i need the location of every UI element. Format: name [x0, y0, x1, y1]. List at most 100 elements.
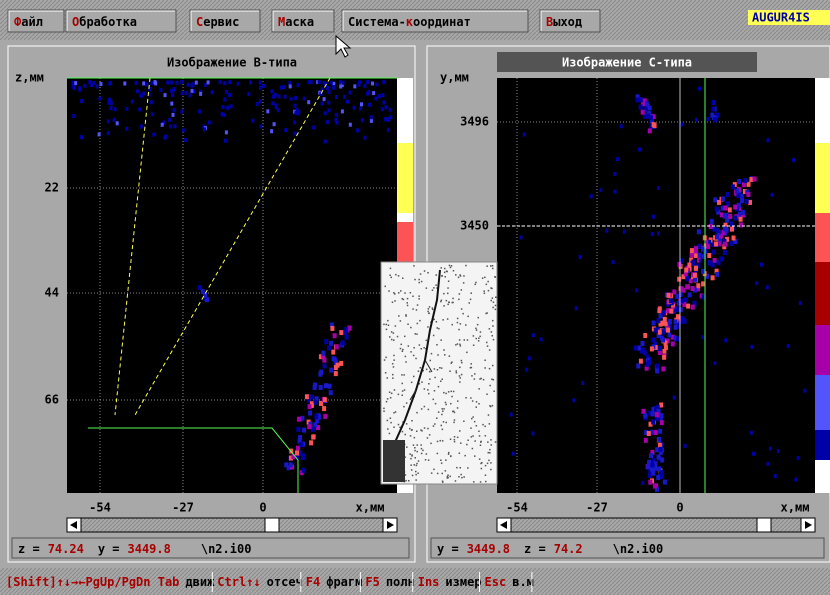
- scrollbar[interactable]: [67, 518, 397, 532]
- scan-pixel: [528, 356, 531, 360]
- texture-dot: [459, 453, 461, 455]
- texture-dot: [457, 400, 459, 402]
- scan-pixel: [660, 458, 664, 463]
- hint-key[interactable]: [Shift]↑↓→←PgUp/PgDn Tab: [6, 575, 179, 589]
- menu-label-text[interactable]: бработка: [79, 15, 137, 29]
- texture-dot: [444, 268, 446, 270]
- texture-dot: [489, 449, 491, 451]
- scan-pixel: [74, 81, 77, 85]
- hint[interactable]: F4 фрагм: [306, 575, 363, 589]
- x-tick-label: -54: [89, 501, 111, 515]
- menu-hotkey[interactable]: В: [546, 15, 553, 29]
- menu-item[interactable]: Обработка: [66, 10, 176, 32]
- scan-pixel: [125, 107, 128, 111]
- menu-label-text[interactable]: айл: [21, 15, 43, 29]
- menu-item[interactable]: Маска: [272, 10, 334, 32]
- status-label: y =: [98, 542, 120, 556]
- hint-action[interactable]: измер: [445, 575, 481, 589]
- hint-key[interactable]: Ctrl↑↓: [217, 575, 260, 589]
- scan-pixel: [669, 298, 673, 303]
- texture-dot: [437, 453, 439, 455]
- hint-action[interactable]: движ: [185, 575, 215, 589]
- scan-pixel: [575, 306, 578, 310]
- texture-dot: [432, 290, 434, 292]
- menu-label[interactable]: Выход: [546, 15, 582, 29]
- texture-dot: [445, 276, 447, 278]
- menu-item[interactable]: Система-координат: [342, 10, 528, 32]
- scan-pixel: [166, 81, 169, 85]
- hint-action[interactable]: фрагм: [326, 575, 362, 589]
- menu-label-text[interactable]: аска: [285, 15, 314, 29]
- texture-dot: [470, 397, 472, 399]
- menu-hotkey[interactable]: С: [196, 15, 203, 29]
- hint-key[interactable]: Esc: [485, 575, 507, 589]
- texture-dot: [418, 279, 420, 281]
- menu-label[interactable]: Маска: [278, 15, 314, 29]
- hint-key[interactable]: F5: [365, 575, 379, 589]
- scan-pixel: [328, 108, 331, 112]
- texture-dot: [458, 329, 460, 331]
- menu-label-text[interactable]: ервис: [203, 15, 239, 29]
- texture-dot: [465, 265, 467, 267]
- scan-pixel: [131, 99, 134, 103]
- hint-action[interactable]: полн: [386, 575, 415, 589]
- scan-pixel: [259, 81, 262, 85]
- scan-pixel: [296, 427, 300, 432]
- texture-dot: [387, 377, 389, 379]
- texture-dot: [446, 422, 448, 424]
- texture-dot: [418, 371, 420, 373]
- texture-dot: [438, 328, 440, 330]
- hint-action[interactable]: отсеч: [267, 575, 303, 589]
- menu-label[interactable]: Сервис: [196, 15, 239, 29]
- file-name: \n2.i00: [201, 542, 252, 556]
- scan-pixel: [323, 81, 326, 85]
- texture-dot: [476, 401, 478, 403]
- scan-pixel: [222, 113, 225, 117]
- hint-key[interactable]: Ins: [418, 575, 440, 589]
- menu-hotkey[interactable]: О: [72, 15, 79, 29]
- status-label: z =: [524, 542, 546, 556]
- menu-label[interactable]: Файл: [14, 15, 43, 29]
- menu-label-text[interactable]: Система-: [348, 15, 406, 29]
- y-tick-label: 22: [45, 181, 59, 195]
- texture-dot: [388, 290, 390, 292]
- scroll-thumb[interactable]: [265, 518, 279, 532]
- scan-pixel: [728, 214, 732, 219]
- color-scale: [815, 460, 830, 493]
- scan-pixel: [308, 411, 312, 416]
- hint[interactable]: Ins измер: [418, 575, 482, 589]
- menu-item[interactable]: Сервис: [190, 10, 260, 32]
- scan-pixel: [189, 93, 192, 97]
- scan-pixel: [691, 260, 695, 265]
- scan-pixel: [356, 128, 359, 132]
- menu-label-text[interactable]: оординат: [413, 15, 471, 29]
- texture-dot: [407, 324, 409, 326]
- menu-hotkey[interactable]: М: [278, 15, 285, 29]
- texture-dot: [393, 359, 395, 361]
- x-axis-label: x,мм: [356, 501, 385, 515]
- hint[interactable]: Ctrl↑↓ отсеч: [217, 575, 302, 589]
- menu-label[interactable]: Система-координат: [348, 15, 471, 29]
- scan-pixel: [228, 93, 231, 97]
- texture-dot: [398, 424, 400, 426]
- menu-label-text[interactable]: ыход: [553, 15, 582, 29]
- hint-action[interactable]: в.м: [512, 575, 534, 589]
- texture-dot: [442, 275, 444, 277]
- scroll-thumb[interactable]: [757, 518, 771, 532]
- menu-label[interactable]: Обработка: [72, 15, 137, 29]
- scan-pixel: [635, 288, 638, 292]
- menu-item[interactable]: Файл: [8, 10, 64, 32]
- scan-pixel: [383, 101, 386, 105]
- texture-dot: [421, 453, 423, 455]
- texture-dot: [461, 374, 463, 376]
- texture-dot: [443, 408, 445, 410]
- scan-pixel: [382, 80, 385, 84]
- texture-dot: [402, 390, 404, 392]
- scan-pixel: [707, 117, 710, 121]
- menu-item[interactable]: Выход: [540, 10, 600, 32]
- hint[interactable]: F5 полн: [365, 575, 414, 589]
- texture-dot: [454, 439, 456, 441]
- scan-pixel: [93, 81, 96, 85]
- hint-key[interactable]: F4: [306, 575, 320, 589]
- scan-pixel: [372, 91, 375, 95]
